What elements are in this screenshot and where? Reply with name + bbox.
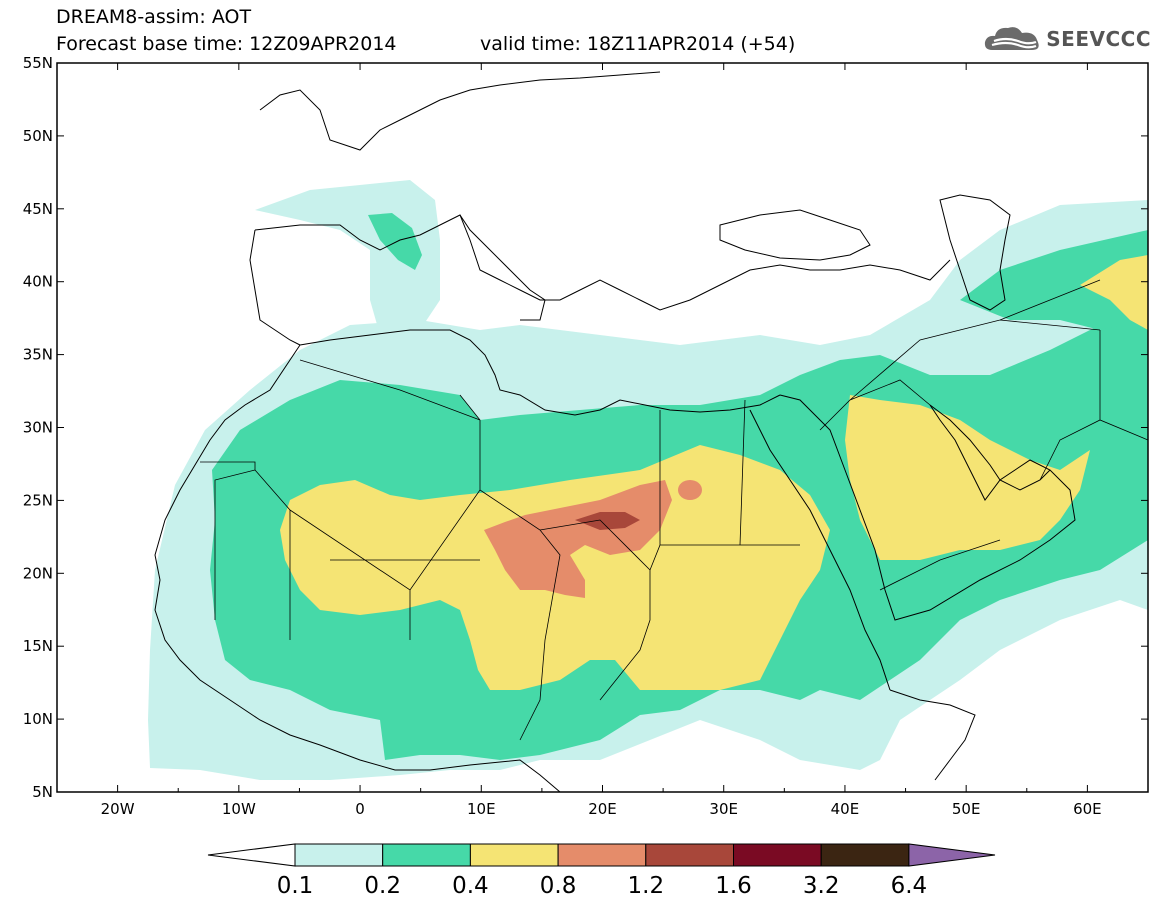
- aot-level-0.4-east: [1080, 255, 1148, 330]
- colorbar-level-label: 3.2: [803, 873, 840, 899]
- colorbar-level-label: 1.2: [628, 873, 665, 899]
- lon-tick-label: 10W: [222, 800, 256, 818]
- lon-tick-label: 50E: [952, 800, 981, 818]
- map-title: DREAM8-assim: AOT: [56, 6, 252, 28]
- colorbar-level-label: 1.6: [715, 873, 752, 899]
- aot-level-0.8-spot: [678, 480, 702, 500]
- iberia-coast: [249, 229, 301, 346]
- lon-tick-label: 40E: [831, 800, 860, 818]
- lat-tick-label: 55N: [23, 54, 53, 72]
- colorbar-box: [294, 843, 384, 867]
- aot-level-0.2-caspian: [960, 230, 1148, 330]
- arabia-coast: [779, 394, 1076, 621]
- colorbar-level-label: 0.4: [452, 873, 489, 899]
- colorbar-box: [733, 843, 822, 867]
- lat-tick-label: 25N: [23, 491, 53, 509]
- seevccc-logo: SEEVCCC: [984, 24, 1151, 54]
- aot-level-1.2: [575, 512, 640, 530]
- colorbar-box: [469, 843, 559, 867]
- aot-level-0.8: [484, 480, 672, 598]
- longitude-labels: 20W 10W 0 10E 20E 30E 40E 50E 60E: [101, 800, 1102, 818]
- latitude-labels: 5N 10N 15N 20N 25N 30N 35N 40N 45N 50N 55N: [23, 54, 53, 801]
- country-borders: [200, 279, 1148, 741]
- forecast-base-time: Forecast base time: 12Z09APR2014: [56, 33, 397, 55]
- colorbar-over-arrow: [908, 843, 996, 867]
- lat-tick-label: 20N: [23, 564, 53, 582]
- black-sea-coast: [719, 209, 871, 261]
- lon-tick-label: 0: [355, 800, 365, 818]
- lon-tick-label: 10E: [467, 800, 496, 818]
- red-sea-coast: [749, 409, 891, 691]
- colorbar: [207, 843, 996, 867]
- colorbar-box: [645, 843, 734, 867]
- africa-west-coast: [154, 344, 561, 792]
- persian-gulf-coast: [929, 404, 1051, 491]
- lat-tick-label: 30N: [23, 419, 53, 437]
- lon-tick-label: 30E: [709, 800, 738, 818]
- italy-coast: [459, 214, 546, 321]
- lat-tick-label: 5N: [32, 783, 53, 801]
- colorbar-level-label: 0.2: [364, 873, 401, 899]
- horn-of-africa-coast: [889, 689, 976, 781]
- valid-time: valid time: 18Z11APR2014 (+54): [480, 33, 796, 55]
- colorbar-box: [382, 843, 471, 867]
- lon-tick-label: 60E: [1073, 800, 1102, 818]
- logo-text: SEEVCCC: [1046, 27, 1151, 51]
- lon-tick-label: 20E: [588, 800, 617, 818]
- colorbar-under-arrow: [207, 843, 296, 867]
- colorbar-level-label: 6.4: [891, 873, 928, 899]
- north-africa-coast: [299, 329, 781, 416]
- colorbar-box: [820, 843, 910, 867]
- aot-shading: [148, 180, 1148, 780]
- aot-level-0.4-arabia: [845, 395, 1090, 560]
- europe-south-coast: [254, 214, 951, 311]
- lat-tick-label: 40N: [23, 273, 53, 291]
- colorbar-level-label: 0.1: [277, 873, 314, 899]
- cloud-logo-icon: [985, 27, 1039, 50]
- colorbar-labels: 0.1 0.2 0.4 0.8 1.2 1.6 3.2 6.4: [277, 873, 927, 899]
- axis-ticks: [56, 62, 1149, 793]
- colorbar-level-label: 0.8: [540, 873, 577, 899]
- lon-tick-label: 20W: [101, 800, 135, 818]
- europe-north-coast: [259, 71, 661, 151]
- caspian-coast: [939, 194, 1011, 311]
- coastlines: [154, 71, 1148, 792]
- colorbar-box: [557, 843, 647, 867]
- lat-tick-label: 45N: [23, 200, 53, 218]
- lat-tick-label: 35N: [23, 346, 53, 364]
- lat-tick-label: 15N: [23, 637, 53, 655]
- lat-tick-label: 50N: [23, 127, 53, 145]
- lat-tick-label: 10N: [23, 710, 53, 728]
- aot-level-0.2-pyrenees: [368, 213, 422, 270]
